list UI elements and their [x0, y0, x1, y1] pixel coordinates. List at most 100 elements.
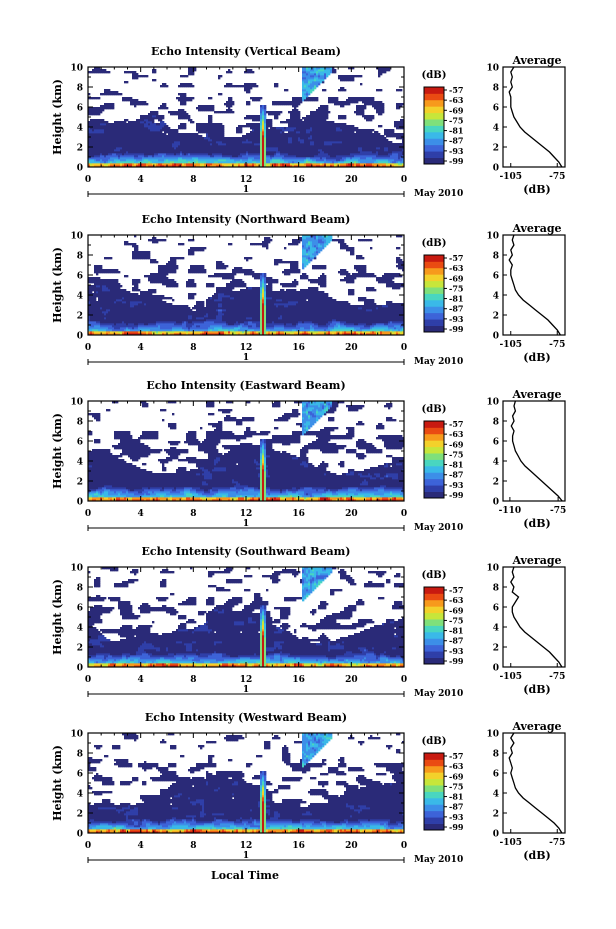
- heatmap-cell: [260, 119, 263, 122]
- heatmap-cell: [310, 91, 313, 94]
- heatmap-cell: [228, 69, 231, 72]
- heatmap-cell: [134, 157, 137, 160]
- heatmap-cell: [266, 155, 269, 158]
- heatmap-cell: [94, 143, 97, 146]
- heatmap-cell: [322, 145, 325, 148]
- heatmap-cell: [258, 133, 261, 136]
- heatmap-cell: [340, 129, 343, 132]
- heatmap-cell: [96, 111, 99, 114]
- heatmap-cell: [288, 163, 291, 166]
- heatmap-cell: [118, 139, 121, 142]
- heatmap-cell: [180, 159, 183, 162]
- heatmap-cell: [256, 125, 259, 128]
- heatmap-cell: [290, 137, 293, 140]
- heatmap-cell: [308, 87, 311, 90]
- heatmap-cell: [302, 77, 305, 80]
- heatmap-cell: [176, 151, 179, 154]
- heatmap-cell: [260, 109, 263, 112]
- heatmap-cell: [344, 131, 347, 134]
- heatmap-cell: [302, 127, 305, 130]
- heatmap-cell: [308, 131, 311, 134]
- heatmap-cell: [274, 145, 277, 148]
- heatmap-cell: [394, 151, 397, 154]
- heatmap-cell: [350, 149, 353, 152]
- heatmap-cell: [312, 149, 315, 152]
- heatmap-cell: [364, 139, 367, 142]
- heatmap-cell: [276, 153, 279, 156]
- heatmap-cell: [386, 145, 389, 148]
- heatmap-cell: [214, 155, 217, 158]
- heatmap-cell: [326, 131, 329, 134]
- heatmap-cell: [218, 123, 221, 126]
- heatmap-cell: [106, 163, 109, 166]
- heatmap-cell: [216, 139, 219, 142]
- heatmap-cell: [312, 145, 315, 148]
- heatmap-cell: [178, 117, 181, 120]
- heatmap-cell: [370, 153, 373, 156]
- heatmap-cell: [400, 119, 403, 122]
- heatmap-cell: [106, 145, 109, 148]
- heatmap-cell: [136, 101, 139, 104]
- heatmap-cell: [256, 145, 259, 148]
- heatmap-cell: [112, 317, 115, 320]
- heatmap-cell: [268, 137, 271, 140]
- heatmap-cell: [222, 129, 225, 132]
- heatmap-cell: [366, 133, 369, 136]
- heatmap-cell: [92, 309, 95, 312]
- heatmap-cell: [202, 151, 205, 154]
- heatmap-cell: [322, 147, 325, 150]
- heatmap-cell: [168, 153, 171, 156]
- heatmap-cell: [310, 97, 313, 100]
- heatmap-cell: [378, 71, 381, 74]
- heatmap-cell: [312, 163, 315, 166]
- heatmap-cell: [356, 109, 359, 112]
- heatmap-cell: [274, 101, 277, 104]
- heatmap-cell: [172, 165, 175, 168]
- heatmap-cell: [316, 153, 319, 156]
- heatmap-cell: [174, 157, 177, 160]
- heatmap-cell: [280, 135, 283, 138]
- heatmap-cell: [254, 125, 257, 128]
- heatmap-cell: [112, 163, 115, 166]
- heatmap-cell: [324, 157, 327, 160]
- heatmap-cell: [346, 159, 349, 162]
- heatmap-cell: [288, 123, 291, 126]
- heatmap-cell: [358, 129, 361, 132]
- heatmap-cell: [398, 151, 401, 154]
- heatmap-cell: [296, 97, 299, 100]
- colorbar-segment: [424, 142, 444, 144]
- heatmap-cell: [310, 77, 313, 80]
- heatmap-cell: [356, 163, 359, 166]
- heatmap-cell: [114, 307, 117, 310]
- heatmap-cell: [88, 331, 91, 334]
- heatmap-cell: [138, 121, 141, 124]
- heatmap-cell: [92, 157, 95, 160]
- heatmap-cell: [226, 109, 229, 112]
- heatmap-cell: [208, 97, 211, 100]
- heatmap-cell: [148, 137, 151, 140]
- heatmap-cell: [312, 155, 315, 158]
- heatmap-cell: [314, 69, 317, 72]
- heatmap-cell: [344, 151, 347, 154]
- heatmap-cell: [320, 165, 323, 168]
- heatmap-cell: [320, 117, 323, 120]
- heatmap-cell: [260, 125, 263, 128]
- heatmap-cell: [158, 107, 161, 110]
- heatmap-cell: [220, 129, 223, 132]
- heatmap-cell: [338, 157, 341, 160]
- heatmap-cell: [318, 123, 321, 126]
- heatmap-cell: [110, 159, 113, 162]
- heatmap-cell: [314, 75, 317, 78]
- heatmap-cell: [334, 149, 337, 152]
- heatmap-cell: [112, 91, 115, 94]
- heatmap-cell: [260, 151, 263, 154]
- heatmap-cell: [96, 293, 99, 296]
- heatmap-cell: [164, 145, 167, 148]
- heatmap-cell: [296, 143, 299, 146]
- heatmap-cell: [128, 121, 131, 124]
- heatmap-cell: [246, 163, 249, 166]
- heatmap-cell: [196, 141, 199, 144]
- heatmap-cell: [204, 147, 207, 150]
- heatmap-cell: [220, 93, 223, 96]
- heatmap-cell: [152, 69, 155, 72]
